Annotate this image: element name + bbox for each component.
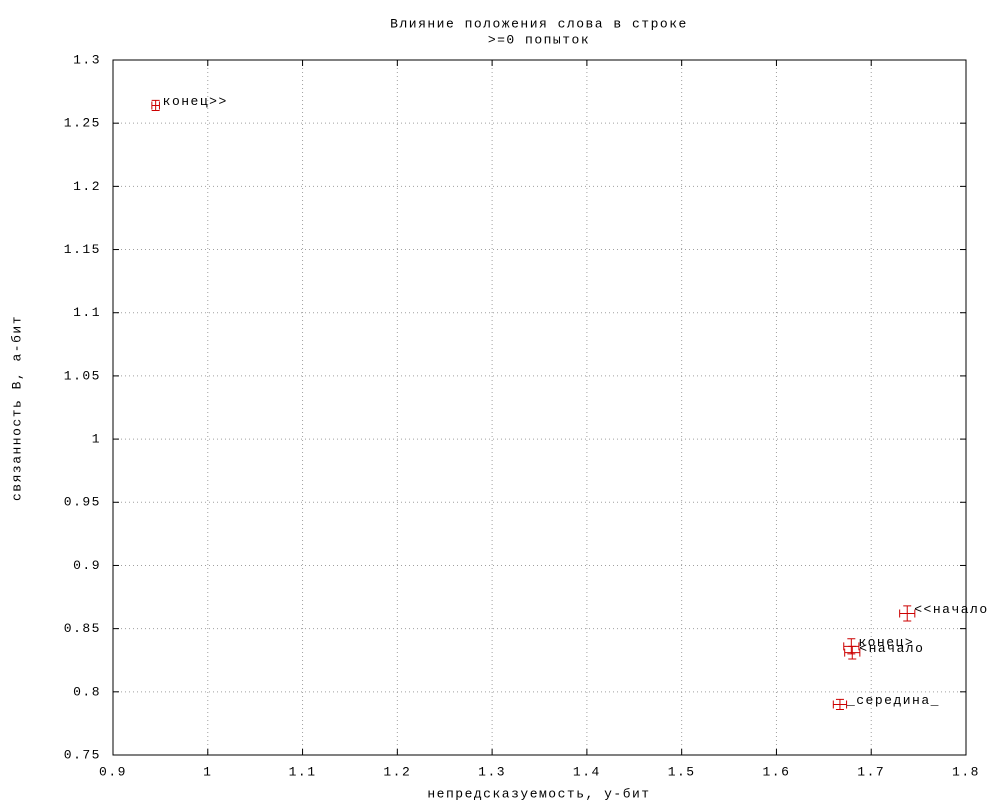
point-label: <начало <box>859 641 924 656</box>
plot-frame <box>112 59 967 756</box>
y-tick-label: 1.1 <box>73 305 101 320</box>
point-label: конец>> <box>163 94 228 109</box>
chart-title: Влияние положения слова в строке <box>390 16 688 31</box>
y-tick-label: 1.3 <box>73 52 101 67</box>
y-tick-label: 1.15 <box>64 242 101 257</box>
y-tick-label: 0.95 <box>64 495 101 510</box>
y-tick-label: 0.8 <box>73 684 101 699</box>
y-tick-label: 1.2 <box>73 179 101 194</box>
y-error-bar <box>903 605 912 622</box>
y-tick-label: 0.9 <box>73 558 101 573</box>
chart-subtitle: >=0 попыток <box>488 32 590 47</box>
point-label: _середина_ <box>846 693 940 708</box>
y-error-bar <box>835 698 844 711</box>
x-tick-label: 1.4 <box>573 764 601 779</box>
y-error-bar <box>151 99 160 112</box>
x-axis-label: непредсказуемость, y-бит <box>427 786 650 800</box>
x-tick-label: 1.1 <box>289 764 317 779</box>
y-tick-label: 0.85 <box>64 621 101 636</box>
x-tick-label: 1.7 <box>857 764 885 779</box>
x-tick-label: 1.6 <box>762 764 790 779</box>
y-tick-label: 1 <box>92 432 101 447</box>
point-label: <<начало <box>914 602 988 617</box>
x-tick-label: 1.2 <box>383 764 411 779</box>
y-tick-label: 1.25 <box>64 116 101 131</box>
y-tick-label: 0.75 <box>64 747 101 762</box>
x-tick-label: 1.3 <box>478 764 506 779</box>
x-tick-label: 0.9 <box>99 764 127 779</box>
y-error-bar <box>848 645 857 660</box>
x-tick-label: 1 <box>203 764 212 779</box>
x-tick-label: 1.5 <box>668 764 696 779</box>
y-axis-label: связанность B, a-бит <box>9 315 24 501</box>
point-label: конец> <box>858 635 914 650</box>
x-tick-label: 1.8 <box>952 764 980 779</box>
y-tick-label: 1.05 <box>64 368 101 383</box>
